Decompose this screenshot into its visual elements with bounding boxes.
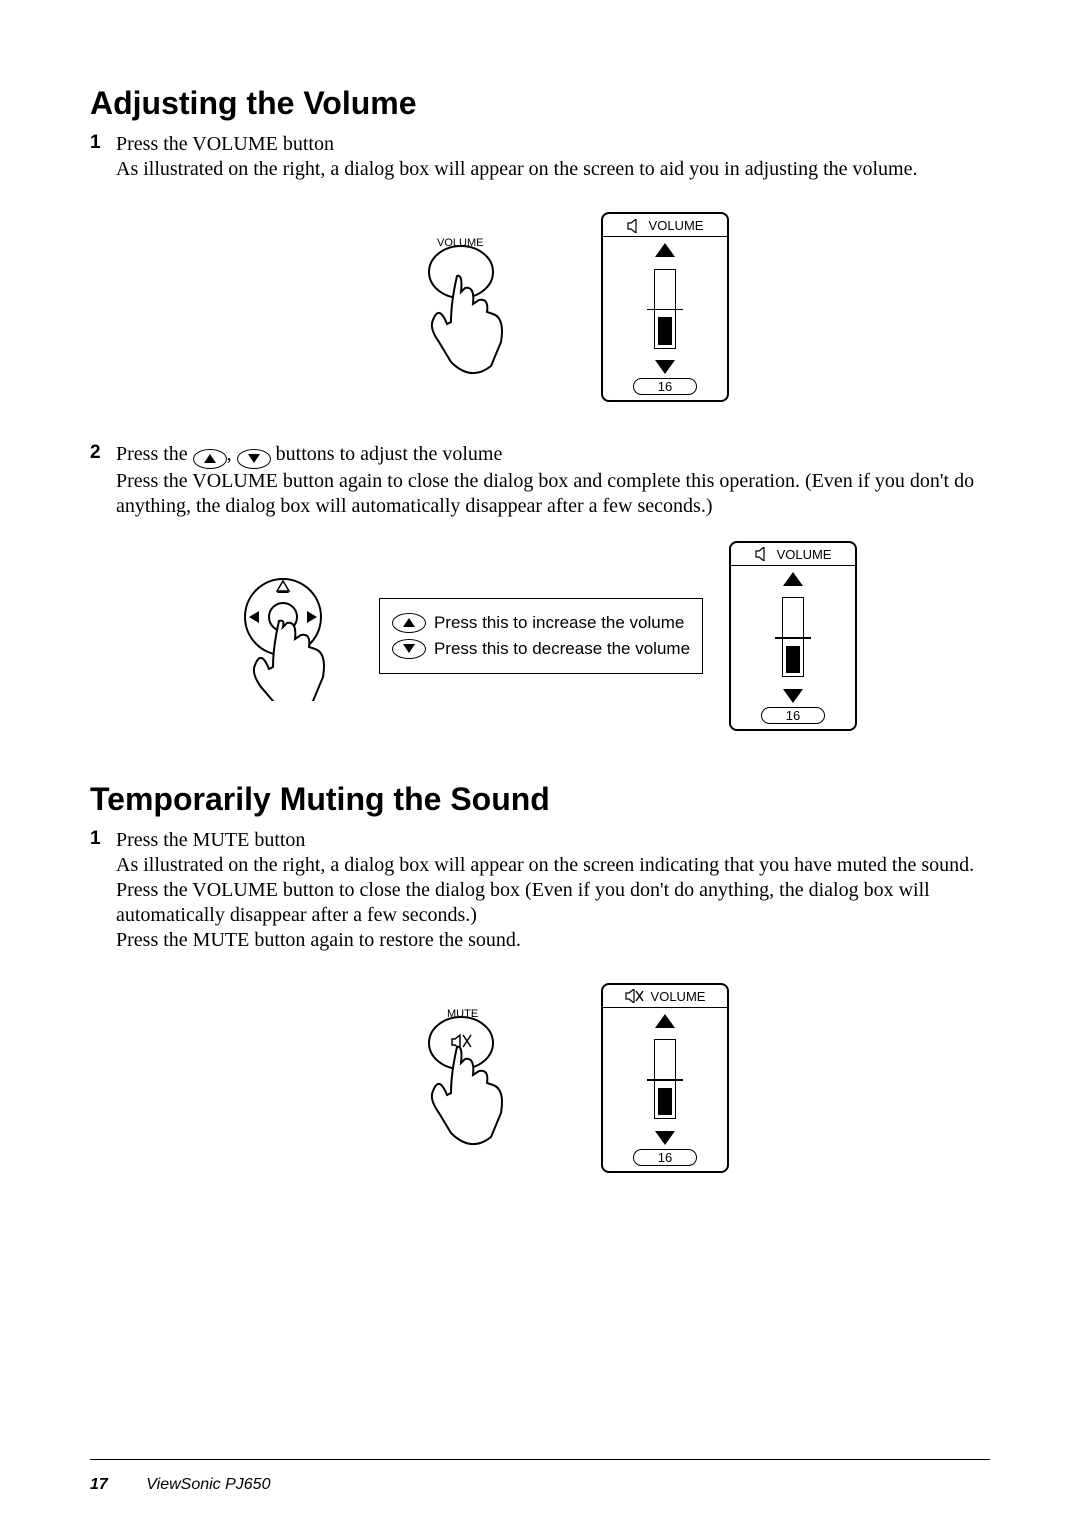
arrow-labels: Press this to increase the volume Press … — [379, 598, 703, 674]
volume-value: 16 — [761, 707, 825, 724]
slider-tick — [775, 637, 811, 639]
volume-slider-area — [603, 237, 727, 376]
step-number: 2 — [90, 442, 116, 519]
step-body: Press the VOLUME button As illustrated o… — [116, 132, 918, 182]
heading-muting-sound: Temporarily Muting the Sound — [90, 781, 990, 818]
mute-button-press-illustration: MUTE — [391, 1003, 531, 1153]
up-button-icon — [392, 613, 426, 633]
volume-button-label: VOLUME — [437, 237, 483, 249]
step-number: 1 — [90, 132, 116, 182]
illustration-row-2: Press this to increase the volume Press … — [90, 541, 990, 731]
up-button-icon — [193, 449, 227, 469]
step-1: 1 Press the VOLUME button As illustrated… — [90, 132, 990, 182]
volume-dialog: VOLUME 16 — [729, 541, 857, 731]
step-number: 1 — [90, 828, 116, 953]
illustration-row-3: MUTE VOLUME 16 — [90, 983, 990, 1173]
volume-button-press-illustration: VOLUME — [391, 232, 531, 382]
step1-line2: As illustrated on the right, a dialog bo… — [116, 158, 918, 180]
slider-up-arrow — [783, 572, 803, 586]
volume-dialog-title: VOLUME — [777, 547, 832, 562]
speaker-muted-icon — [625, 989, 645, 1003]
model-name: ViewSonic PJ650 — [146, 1476, 270, 1493]
slider-down-arrow — [655, 1131, 675, 1145]
volume-dialog-header: VOLUME — [603, 218, 727, 237]
mute-line3: Press the MUTE button again to restore t… — [116, 929, 521, 951]
slider-fill — [658, 1088, 672, 1115]
speaker-icon — [627, 219, 643, 233]
step2-suffix: buttons to adjust the volume — [271, 443, 503, 465]
step1-line1: Press the VOLUME button — [116, 133, 334, 155]
slider-down-arrow — [655, 360, 675, 374]
step2-prefix: Press the — [116, 443, 193, 465]
volume-value: 16 — [633, 378, 697, 395]
down-button-icon — [392, 639, 426, 659]
page-number: 17 — [90, 1476, 108, 1493]
slider-track — [782, 597, 804, 677]
disc-button-press-illustration — [223, 571, 353, 701]
volume-dialog-muted: VOLUME 16 — [601, 983, 729, 1173]
slider-down-arrow — [783, 689, 803, 703]
down-button-icon — [237, 449, 271, 469]
mute-line1: Press the MUTE button — [116, 829, 305, 851]
illustration-row-1: VOLUME VOLUME 16 — [90, 212, 990, 402]
slider-tick — [647, 1079, 683, 1081]
volume-value: 16 — [633, 1149, 697, 1166]
speaker-icon — [755, 547, 771, 561]
volume-dialog-header: VOLUME — [603, 989, 727, 1008]
mute-line2: As illustrated on the right, a dialog bo… — [116, 854, 974, 926]
slider-tick — [647, 309, 683, 311]
slider-fill — [786, 646, 800, 673]
slider-fill — [658, 317, 672, 344]
slider-up-arrow — [655, 1014, 675, 1028]
step2-mid: , — [227, 443, 237, 465]
slider-track — [654, 1039, 676, 1119]
step-2: 2 Press the , buttons to adjust the volu… — [90, 442, 990, 519]
volume-dialog: VOLUME 16 — [601, 212, 729, 402]
slider-track — [654, 269, 676, 349]
step-body: Press the , buttons to adjust the volume… — [116, 442, 990, 519]
volume-dialog-header: VOLUME — [731, 547, 855, 566]
step2-line2: Press the VOLUME button again to close t… — [116, 470, 974, 517]
footer: 17 ViewSonic PJ650 — [90, 1476, 270, 1494]
decrease-label: Press this to decrease the volume — [434, 639, 690, 659]
heading-adjusting-volume: Adjusting the Volume — [90, 85, 990, 122]
step-body: Press the MUTE button As illustrated on … — [116, 828, 990, 953]
volume-slider-area — [603, 1008, 727, 1147]
volume-dialog-title: VOLUME — [649, 218, 704, 233]
volume-slider-area — [731, 566, 855, 705]
slider-up-arrow — [655, 243, 675, 257]
increase-label: Press this to increase the volume — [434, 613, 684, 633]
footer-rule — [90, 1459, 990, 1460]
volume-dialog-title: VOLUME — [651, 989, 706, 1004]
mute-step-1: 1 Press the MUTE button As illustrated o… — [90, 828, 990, 953]
